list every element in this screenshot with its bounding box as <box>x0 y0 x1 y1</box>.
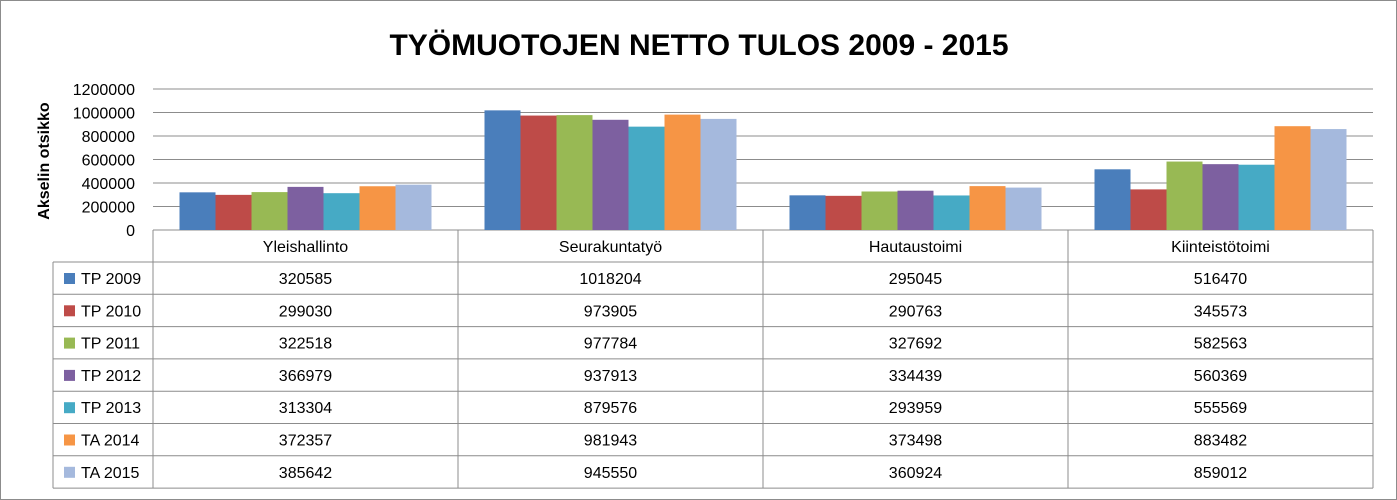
bar <box>287 186 324 230</box>
y-tick-label: 200000 <box>82 200 135 217</box>
y-axis-tick-labels: 0 200000 400000 600000 800000 1000000 1200000 <box>73 82 135 240</box>
data-label: 293959 <box>889 400 942 417</box>
bar <box>700 118 737 230</box>
y-tick-label: 600000 <box>82 153 135 170</box>
data-label: 937913 <box>584 368 637 385</box>
legend-label: TP 2012 <box>81 368 141 385</box>
data-label: 883482 <box>1194 433 1247 450</box>
data-label: 560369 <box>1194 368 1247 385</box>
bar <box>861 191 898 230</box>
data-label: 977784 <box>584 336 637 353</box>
data-label: 295045 <box>889 271 942 288</box>
data-label: 327692 <box>889 336 942 353</box>
legend-swatch <box>64 337 75 349</box>
data-label: 555569 <box>1194 400 1247 417</box>
legend-label: TP 2011 <box>81 336 140 353</box>
data-label: 345573 <box>1194 303 1247 320</box>
bar <box>520 115 557 230</box>
y-tick-label: 1200000 <box>73 82 135 99</box>
data-label: 334439 <box>889 368 942 385</box>
bar <box>933 195 970 230</box>
data-label: 320585 <box>279 271 332 288</box>
bar <box>789 195 826 230</box>
bar <box>323 193 360 230</box>
data-table: Yleishallinto Seurakuntatyö Hautaustoimi Ki… <box>52 230 1374 489</box>
data-label: 290763 <box>889 303 942 320</box>
bar <box>395 184 432 230</box>
bar <box>179 192 216 230</box>
bar <box>359 186 396 230</box>
bar <box>664 114 701 230</box>
legend-label: TP 2009 <box>81 271 141 288</box>
data-label: 373498 <box>889 433 942 450</box>
category-label: Seurakuntatyö <box>559 239 662 256</box>
data-label: 582563 <box>1194 336 1247 353</box>
bar <box>215 194 252 230</box>
bar <box>1274 126 1311 230</box>
data-label: 299030 <box>279 303 332 320</box>
data-label: 366979 <box>279 368 332 385</box>
legend-label: TA 2014 <box>81 433 140 450</box>
data-label: 313304 <box>279 400 332 417</box>
bar <box>1005 187 1042 230</box>
bar <box>1094 169 1131 230</box>
bar <box>484 110 521 230</box>
bar <box>628 126 665 230</box>
legend-label: TP 2010 <box>81 303 141 320</box>
bar <box>969 186 1006 230</box>
y-tick-label: 400000 <box>82 176 135 193</box>
y-tick-label: 800000 <box>82 129 135 146</box>
data-label: 516470 <box>1194 271 1247 288</box>
bar <box>556 115 593 230</box>
bar <box>1130 189 1167 230</box>
data-label: 859012 <box>1194 465 1247 482</box>
legend-swatch <box>64 305 75 317</box>
bar <box>897 190 934 230</box>
data-label: 372357 <box>279 433 332 450</box>
bars <box>179 110 1347 230</box>
category-label: Hautaustoimi <box>869 239 962 256</box>
bar <box>825 195 862 230</box>
y-tick-label: 1000000 <box>73 106 135 123</box>
data-label: 385642 <box>279 465 332 482</box>
legend-swatch <box>64 402 75 414</box>
bar <box>1166 161 1203 230</box>
category-label: Yleishallinto <box>263 239 348 256</box>
data-label: 1018204 <box>579 271 641 288</box>
bar <box>1202 164 1239 230</box>
data-label: 945550 <box>584 465 637 482</box>
data-label: 981943 <box>584 433 637 450</box>
category-label: Kiinteistötoimi <box>1171 239 1270 256</box>
legend-swatch <box>64 273 75 284</box>
y-axis-title: Akselin otsikko <box>36 102 53 220</box>
bar <box>251 192 288 230</box>
bar <box>1238 164 1275 230</box>
chart-title: TYÖMUOTOJEN NETTO TULOS 2009 - 2015 <box>389 29 1008 62</box>
bar <box>1310 129 1347 230</box>
bar <box>592 119 629 230</box>
data-label: 360924 <box>889 465 942 482</box>
legend-label: TP 2013 <box>81 400 141 417</box>
legend-label: TA 2015 <box>81 465 140 482</box>
legend-swatch <box>64 369 75 381</box>
y-tick-label: 0 <box>126 223 135 240</box>
legend-swatch <box>64 434 75 446</box>
data-label: 322518 <box>279 336 332 353</box>
legend-swatch <box>64 466 75 478</box>
data-label: 879576 <box>584 400 637 417</box>
data-label: 973905 <box>584 303 637 320</box>
